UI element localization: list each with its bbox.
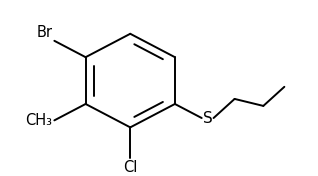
Text: CH₃: CH₃ xyxy=(25,113,52,128)
Text: Cl: Cl xyxy=(123,160,137,175)
Text: S: S xyxy=(203,111,212,125)
Text: Br: Br xyxy=(36,25,52,40)
